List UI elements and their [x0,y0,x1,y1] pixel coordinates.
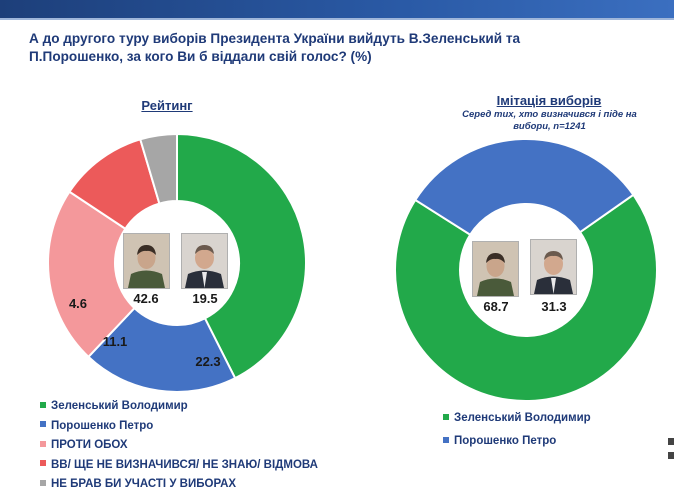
left-value-label-not-vote: 4.6 [69,296,87,311]
legend-label: Порошенко Петро [51,419,154,432]
legend-item-poroshenko: Порошенко Петро [40,418,318,438]
survey-question-title: А до другого туру виборів Президента Укр… [29,31,521,64]
page-edge-mark [668,438,674,445]
legend-label: Порошенко Петро [454,435,557,447]
legend-swatch-zelensky [40,401,46,408]
left-slice-2 [47,190,136,359]
zelensky-portrait-left [123,233,170,289]
right-chart-legend: Зеленський Володимир Порошенко Петро [443,410,591,456]
portrait-poroshenko-image [182,234,227,288]
left-chart-title: Рейтинг [141,98,193,113]
top-banner [0,0,674,18]
left-value-label-zelensky: 42.6 [133,291,158,306]
zelensky-portrait-right [472,241,519,297]
left-slice-0 [176,132,307,380]
poroshenko-portrait-left [181,233,228,289]
legend-item-zelensky: Зеленський Володимир [443,410,591,433]
right-donut [394,138,658,402]
legend-item-zelensky: Зеленський Володимир [40,398,318,418]
left-chart-legend: Зеленський Володимир Порошенко Петро ПРО… [40,398,318,496]
legend-label: ВВ/ ЩЕ НЕ ВИЗНАЧИВСЯ/ НЕ ЗНАЮ/ ВІДМОВА [51,458,318,471]
right-slice-0 [394,193,658,402]
legend-item-poroshenko: Порошенко Петро [443,433,591,456]
legend-item-undecided: ВВ/ ЩЕ НЕ ВИЗНАЧИВСЯ/ НЕ ЗНАЮ/ ВІДМОВА [40,457,318,477]
right-value-label-zelensky: 68.7 [483,299,508,314]
left-value-label-undecided: 11.1 [103,334,128,349]
right-slice-1 [413,138,635,237]
legend-item-against-both: ПРОТИ ОБОХ [40,437,318,457]
donut-value-labels: 42.6 19.5 22.3 11.1 4.6 68.7 31.3 [69,291,567,369]
legend-label: НЕ БРАВ БИ УЧАСТІ У ВИБОРАХ [51,478,237,490]
legend-label: Зеленський Володимир [51,400,188,412]
poroshenko-portrait-right [530,239,577,295]
legend-swatch-undecided [40,460,46,467]
legend-swatch-zelensky [443,413,449,420]
right-value-label-poroshenko: 31.3 [541,299,566,314]
legend-swatch-poroshenko [443,436,449,443]
legend-swatch-poroshenko [40,421,46,428]
left-slice-4 [139,132,178,205]
left-donut [47,132,307,393]
portrait-poroshenko-image [531,240,576,294]
left-value-label-against-both: 22.3 [195,354,220,369]
right-chart-title: Імітація виборів [496,93,602,108]
left-value-label-poroshenko: 19.5 [192,291,217,306]
portrait-zelensky-image [473,242,518,296]
legend-swatch-not-vote [40,479,46,486]
portrait-zelensky-image [124,234,169,288]
legend-item-not-vote: НЕ БРАВ БИ УЧАСТІ У ВИБОРАХ [40,476,318,496]
right-chart-subtitle: Серед тих, хто визначився і піде на вибо… [462,109,637,132]
banner-divider [0,18,674,20]
left-slice-1 [87,306,237,393]
page-edge-mark [668,452,674,459]
legend-label: ПРОТИ ОБОХ [51,439,128,451]
legend-label: Зеленський Володимир [454,412,591,424]
legend-swatch-against-both [40,440,46,447]
